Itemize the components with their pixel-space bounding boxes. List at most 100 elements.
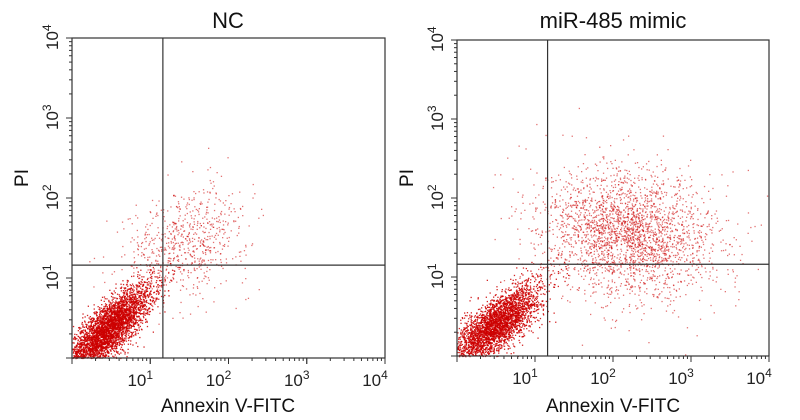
data-point (119, 297, 121, 300)
data-point (107, 308, 109, 310)
data-point (94, 321, 97, 323)
data-point (102, 353, 104, 355)
data-point (482, 336, 484, 339)
data-point (140, 302, 143, 305)
data-point (122, 301, 124, 303)
data-point (262, 214, 264, 217)
data-point (492, 308, 494, 310)
data-point (140, 291, 142, 293)
data-point (149, 269, 151, 271)
data-point (481, 344, 483, 346)
data-point (95, 344, 97, 346)
data-point (117, 335, 119, 337)
data-point (175, 226, 178, 229)
data-point (88, 325, 90, 327)
data-point (137, 274, 139, 276)
data-point (194, 232, 196, 234)
data-point (133, 316, 135, 318)
data-point (132, 323, 134, 325)
data-point (127, 334, 130, 336)
data-point (133, 239, 135, 241)
data-point (188, 232, 190, 234)
data-point (120, 340, 122, 342)
data-point (98, 330, 100, 332)
data-point (175, 242, 177, 244)
data-point (86, 314, 89, 317)
data-point (157, 292, 159, 294)
data-point (103, 350, 105, 352)
data-point (85, 340, 87, 343)
data-point (197, 220, 199, 223)
data-point (124, 351, 126, 353)
data-point (141, 322, 144, 324)
data-point (480, 351, 482, 353)
data-point (112, 335, 115, 337)
data-point (153, 252, 155, 254)
data-point (161, 279, 163, 281)
data-point (519, 315, 521, 317)
data-point (76, 353, 78, 355)
data-point (119, 338, 121, 340)
data-point (174, 235, 176, 237)
data-point (206, 283, 208, 285)
data-point (196, 228, 198, 230)
data-point (85, 337, 87, 340)
data-point (132, 299, 134, 301)
data-point (133, 314, 136, 316)
data-point (198, 266, 200, 268)
data-point (510, 353, 512, 355)
data-point (74, 333, 76, 335)
data-point (469, 324, 471, 326)
data-point (111, 344, 114, 347)
data-point (186, 263, 189, 265)
data-point (155, 290, 158, 292)
data-point (222, 245, 224, 247)
data-point (125, 314, 128, 317)
data-point (542, 293, 545, 295)
data-point (112, 319, 114, 321)
data-point (107, 328, 110, 331)
data-point (128, 321, 130, 323)
data-point (228, 208, 230, 210)
data-point (125, 340, 128, 342)
data-point (212, 259, 214, 261)
data-point (202, 189, 205, 191)
data-point (101, 310, 103, 312)
data-point (161, 249, 163, 251)
data-point (74, 355, 77, 357)
data-point (115, 323, 117, 325)
data-point (110, 302, 112, 304)
data-point (202, 230, 204, 233)
data-point (459, 338, 461, 340)
data-point (134, 303, 136, 305)
data-point (140, 308, 142, 310)
data-point (137, 236, 139, 238)
data-point (209, 238, 211, 240)
data-point (80, 332, 82, 334)
data-point (112, 301, 114, 303)
data-point (151, 249, 153, 251)
data-point (141, 329, 143, 331)
data-point (245, 254, 247, 256)
data-point (82, 355, 84, 357)
data-point (109, 316, 112, 318)
data-point (129, 327, 131, 329)
data-point (137, 312, 139, 314)
data-point (185, 258, 187, 260)
data-point (88, 327, 90, 329)
data-point (114, 311, 117, 313)
data-point (146, 311, 149, 314)
data-point (121, 331, 124, 333)
data-point (188, 238, 191, 240)
data-point (100, 349, 102, 351)
data-point (200, 225, 202, 227)
data-point (176, 259, 179, 262)
data-point (132, 306, 134, 309)
data-point (94, 349, 97, 352)
data-point (90, 349, 92, 351)
data-point (83, 339, 86, 341)
y-tick-label: 103 (40, 104, 62, 130)
data-point (116, 331, 118, 333)
data-point (103, 332, 106, 334)
data-point (207, 277, 210, 279)
